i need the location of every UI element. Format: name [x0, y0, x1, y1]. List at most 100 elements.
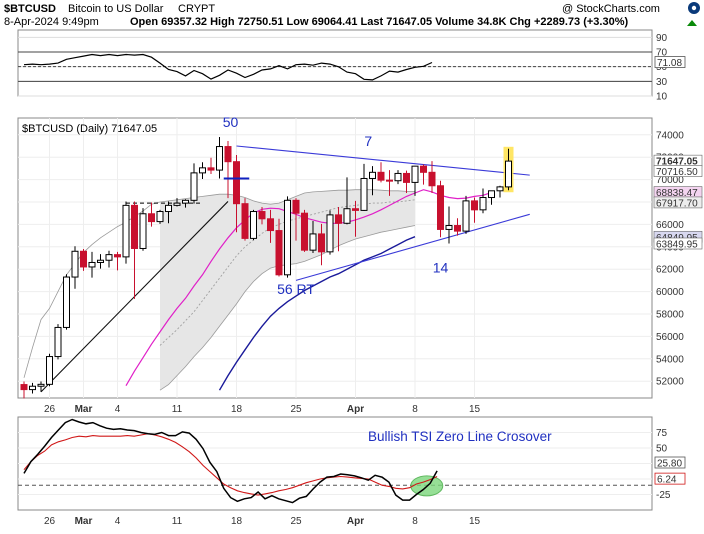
- up-triangle-icon: [687, 20, 697, 26]
- candle-body: [122, 204, 130, 258]
- candle-body: [216, 146, 223, 171]
- x-tick-label-bottom: 4: [115, 516, 121, 527]
- candle-body: [148, 213, 155, 223]
- price-label: 68838.47: [656, 188, 698, 199]
- rsi-frame: [17, 29, 653, 97]
- trendline: [295, 213, 530, 281]
- price-label-box: [653, 196, 703, 209]
- x-tick-label: 18: [231, 404, 243, 415]
- tsi-tick-label: 50: [656, 444, 668, 455]
- annotation-label: 50: [223, 114, 239, 130]
- candle-body: [471, 200, 478, 211]
- x-tick-label-bottom: Apr: [347, 516, 364, 527]
- candle-body: [105, 254, 113, 261]
- x-tick-label: 26: [44, 404, 56, 415]
- price-tick-label: 66000: [656, 220, 684, 231]
- candle-body: [224, 146, 232, 163]
- candle-body: [71, 250, 79, 278]
- rsi-tick-label: 10: [656, 92, 668, 103]
- tsi-tick-label: 75: [656, 428, 668, 439]
- price-tick-label: 54000: [656, 354, 684, 365]
- x-tick-label: 11: [172, 404, 183, 415]
- tsi-current-label: 25.80: [657, 459, 682, 470]
- tsi-tick-label: -25: [656, 490, 671, 501]
- ema-line: [125, 189, 492, 387]
- candle-body: [139, 213, 147, 249]
- candle-body: [496, 186, 504, 192]
- rsi-line: [23, 53, 433, 81]
- x-tick-label: 8: [412, 404, 418, 415]
- annotation-label: 56 RT: [277, 281, 315, 297]
- x-tick-label-bottom: 18: [231, 516, 243, 527]
- session-date: 8-Apr-2024 9:49pm: [4, 16, 99, 28]
- candle-body: [343, 208, 351, 224]
- candle-body: [428, 171, 436, 187]
- candle-body: [352, 208, 359, 211]
- candle-body: [250, 211, 257, 239]
- candle-body: [241, 203, 249, 239]
- candle-body: [394, 172, 402, 182]
- price-tick-label: 58000: [656, 310, 684, 321]
- symbol-exchange: CRYPT: [178, 3, 215, 15]
- candle-body: [326, 214, 334, 253]
- candle-body: [403, 172, 410, 183]
- candle-body: [411, 165, 419, 183]
- price-tick-label: 74000: [656, 130, 684, 141]
- candle-body: [88, 261, 96, 268]
- candle-body: [182, 199, 189, 204]
- header: $BTCUSD Bitcoin to US Dollar CRYPT @ Sto…: [4, 2, 700, 28]
- candle-body: [165, 204, 172, 213]
- candle-body: [29, 385, 36, 391]
- candle-body: [20, 384, 28, 391]
- candle-body: [377, 171, 385, 181]
- x-tick-label-bottom: 26: [44, 516, 56, 527]
- candle-body: [488, 190, 495, 199]
- candle-body: [292, 199, 300, 214]
- candle-body: [46, 356, 53, 385]
- x-tick-label-bottom: Mar: [75, 516, 93, 527]
- candle-body: [318, 233, 325, 253]
- price-panel: 7400072000700006800066000640006200060000…: [17, 114, 703, 399]
- stockcharts-watermark: @ StockCharts.com: [562, 3, 660, 15]
- price-tick-label: 56000: [656, 332, 684, 343]
- tsi-current-label: 6.24: [657, 475, 677, 486]
- candle-body: [267, 218, 274, 232]
- candle-body: [54, 326, 62, 358]
- symbol-name: Bitcoin to US Dollar: [68, 3, 164, 15]
- rsi-panel: 907050301071.08: [17, 29, 686, 103]
- candle-body: [386, 179, 393, 182]
- price-tick-label: 52000: [656, 377, 684, 388]
- candle-body: [479, 197, 487, 211]
- candle-body: [335, 214, 342, 224]
- price-label: 63849.95: [656, 240, 698, 251]
- candle-body: [173, 202, 181, 206]
- trendline: [236, 145, 530, 176]
- gear-icon[interactable]: [688, 2, 700, 14]
- price-panel-title: $BTCUSD (Daily) 71647.05: [22, 123, 157, 135]
- candle-body: [309, 233, 317, 251]
- candle-body: [207, 167, 215, 171]
- price-label-box: [653, 165, 703, 177]
- x-tick-label: 25: [290, 404, 302, 415]
- x-tick-label: 15: [469, 404, 481, 415]
- rsi-current-label: 71.08: [657, 58, 682, 69]
- candle-body: [437, 185, 444, 230]
- candle-body: [190, 172, 198, 201]
- x-tick-label: 4: [115, 404, 121, 415]
- x-tick-label-bottom: 25: [290, 516, 302, 527]
- price-label: 70716.50: [656, 167, 698, 178]
- price-label-box: [653, 237, 703, 250]
- x-tick-label-bottom: 8: [412, 516, 418, 527]
- candle-body: [284, 199, 291, 276]
- candle-body: [301, 212, 308, 251]
- candle-body: [445, 225, 453, 230]
- candle-body: [63, 276, 70, 328]
- rsi-current-box: [654, 56, 686, 68]
- x-axis: 26 26 Mar Mar 4 4 11 11 18 18 25 25 Apr Apr 8 8 15 15: [44, 404, 481, 527]
- candle-body: [233, 161, 240, 205]
- tsi-current-box: [654, 472, 686, 485]
- candle-body: [360, 177, 368, 211]
- rsi-tick-label: 30: [656, 77, 668, 88]
- candle-body: [37, 383, 45, 387]
